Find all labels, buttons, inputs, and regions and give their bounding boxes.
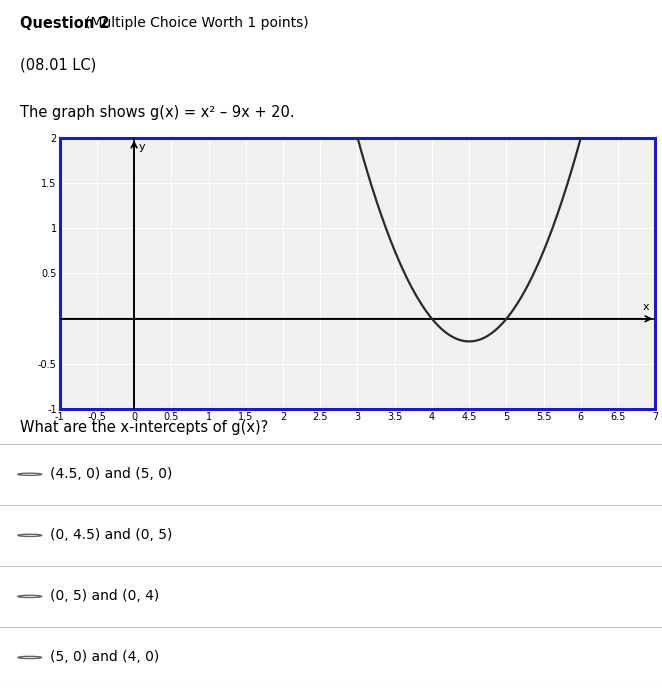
Text: (Multiple Choice Worth 1 points): (Multiple Choice Worth 1 points) xyxy=(85,16,308,30)
Text: (0, 4.5) and (0, 5): (0, 4.5) and (0, 5) xyxy=(50,528,172,542)
Text: Question 2: Question 2 xyxy=(20,16,109,31)
Text: (0, 5) and (0, 4): (0, 5) and (0, 4) xyxy=(50,590,159,603)
Text: What are the x-intercepts of g(x)?: What are the x-intercepts of g(x)? xyxy=(20,420,268,435)
Text: (5, 0) and (4, 0): (5, 0) and (4, 0) xyxy=(50,650,159,665)
Text: The graph shows g(x) = x² – 9x + 20.: The graph shows g(x) = x² – 9x + 20. xyxy=(20,105,295,120)
Text: x: x xyxy=(643,303,649,312)
Text: (4.5, 0) and (5, 0): (4.5, 0) and (5, 0) xyxy=(50,467,172,482)
Text: y: y xyxy=(138,142,145,152)
Text: (08.01 LC): (08.01 LC) xyxy=(20,58,96,72)
